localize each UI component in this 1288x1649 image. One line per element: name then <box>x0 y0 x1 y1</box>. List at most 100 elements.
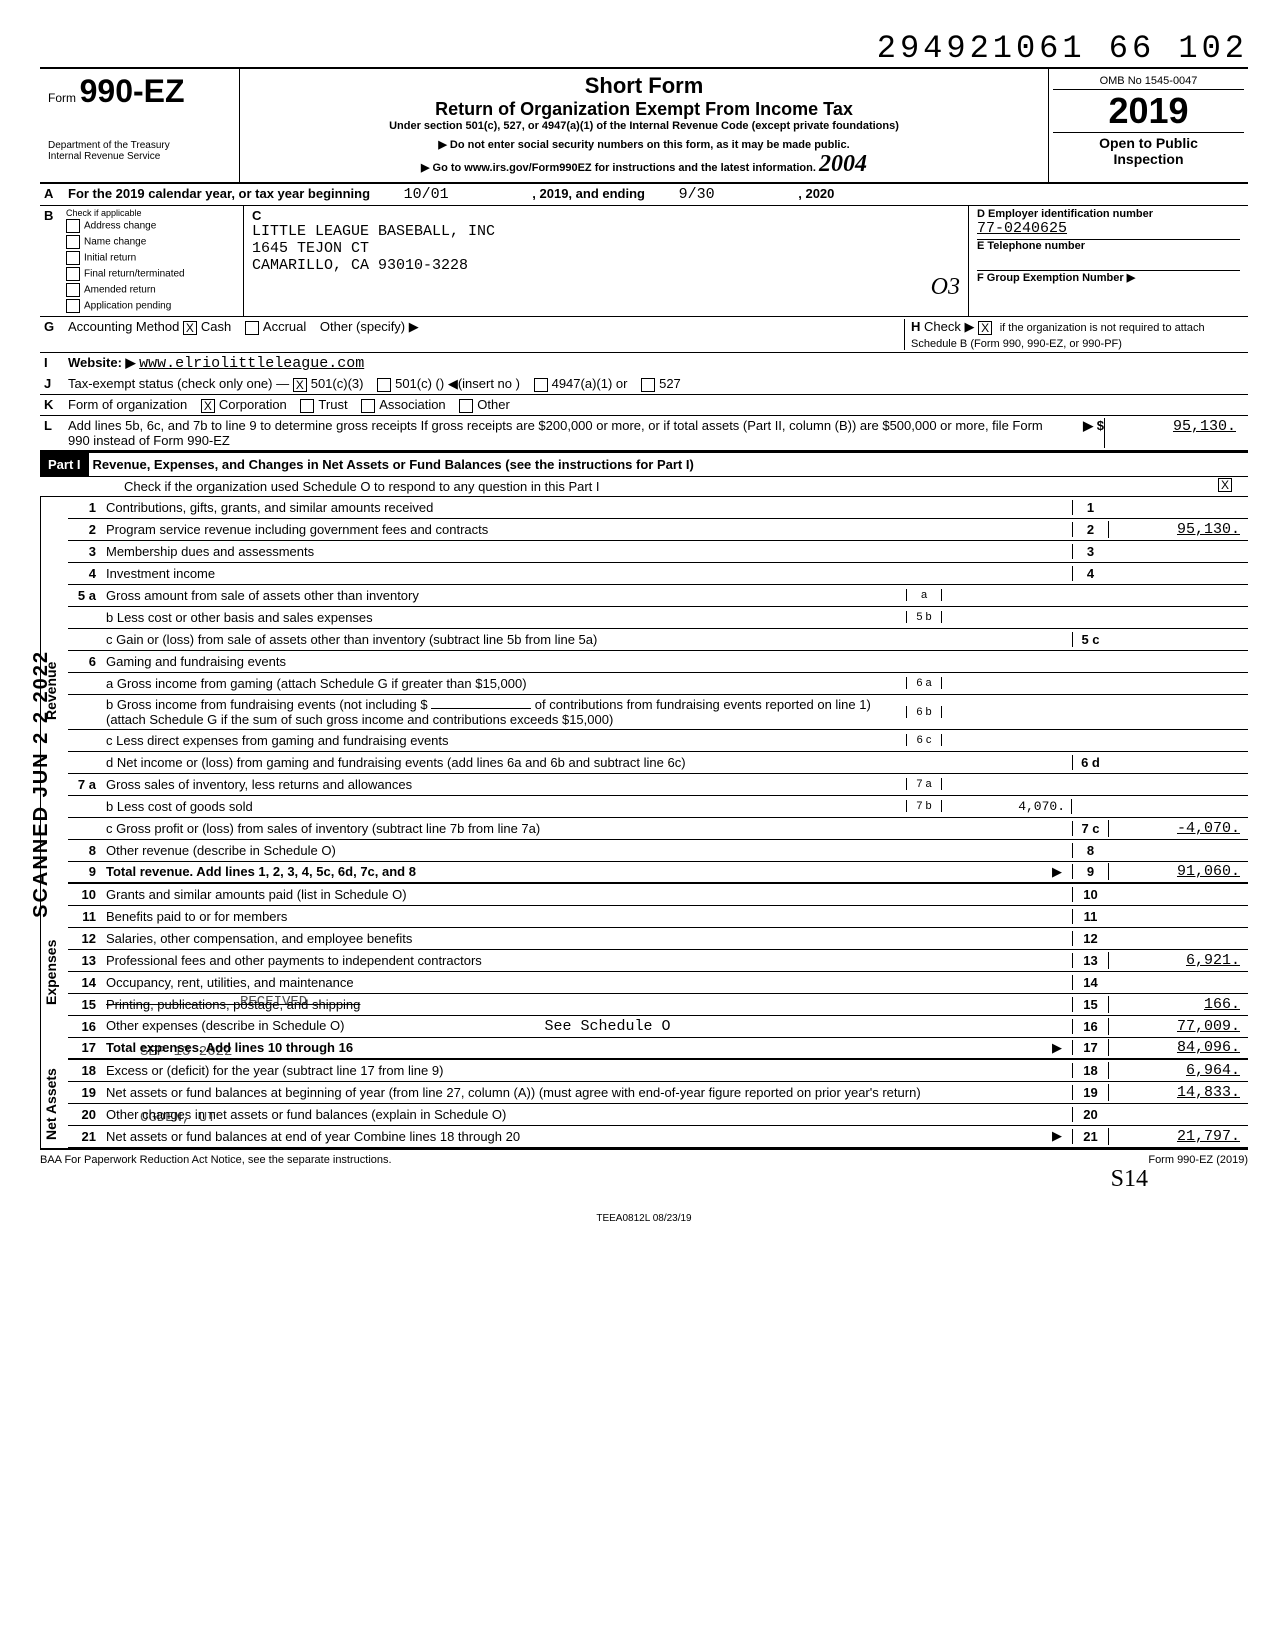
revenue-section: Revenue 1Contributions, gifts, grants, a… <box>40 497 1248 884</box>
tax-year: 2019 <box>1053 90 1244 132</box>
org-name: LITTLE LEAGUE BASEBALL, INC <box>252 223 960 240</box>
expenses-vert-label: Expenses <box>40 884 61 1060</box>
dept-1: Department of the Treasury <box>48 140 231 151</box>
footer-right: Form 990-EZ (2019) <box>1148 1154 1248 1166</box>
bottom-code: TEEA0812L 08/23/19 <box>40 1213 1248 1224</box>
check-address[interactable] <box>66 219 80 233</box>
letter-l: L <box>40 416 64 450</box>
amt-7c: -4,070. <box>1108 820 1248 837</box>
check-4947[interactable] <box>534 378 548 392</box>
amt-15: 166. <box>1108 996 1248 1013</box>
part-1-sub: Check if the organization used Schedule … <box>40 477 1248 497</box>
inspection-1: Open to Public <box>1053 135 1244 151</box>
check-accrual[interactable] <box>245 321 259 335</box>
org-addr2: CAMARILLO, CA 93010-3228 <box>252 257 960 274</box>
check-other[interactable] <box>459 399 473 413</box>
footer-left: BAA For Paperwork Reduction Act Notice, … <box>40 1154 392 1166</box>
check-schedule-o[interactable]: X <box>1218 478 1232 492</box>
subtitle-2: ▶ Do not enter social security numbers o… <box>248 138 1040 151</box>
check-assoc[interactable] <box>361 399 375 413</box>
check-corp[interactable]: X <box>201 399 215 413</box>
dept-2: Internal Revenue Service <box>48 151 231 162</box>
check-cash[interactable]: X <box>183 321 197 335</box>
form-header: Form 990-EZ Department of the Treasury I… <box>40 67 1248 184</box>
line-h: H Check ▶ X if the organization is not r… <box>904 319 1244 350</box>
f-label: F Group Exemption Number ▶ <box>977 270 1240 284</box>
website: www.elriolittleleague.com <box>139 355 364 372</box>
letter-c: C <box>252 208 960 223</box>
line-j: J Tax-exempt status (check only one) — X… <box>40 374 1248 395</box>
amt-16: 77,009. <box>1108 1018 1248 1035</box>
amt-7b: 4,070. <box>942 799 1072 814</box>
amt-18: 6,964. <box>1108 1062 1248 1079</box>
check-h[interactable]: X <box>978 321 992 335</box>
amt-2: 95,130. <box>1108 521 1248 538</box>
check-trust[interactable] <box>300 399 314 413</box>
check-pending[interactable] <box>66 299 80 313</box>
form-prefix: Form <box>48 91 76 105</box>
check-final[interactable] <box>66 267 80 281</box>
letter-g: G <box>40 317 64 352</box>
hand-bottom: S14 <box>40 1166 1248 1193</box>
check-list: Address change Name change Initial retur… <box>66 218 241 314</box>
header-right: OMB No 1545-0047 2019 Open to Public Ins… <box>1048 69 1248 182</box>
gross-receipts: 95,130. <box>1104 418 1244 448</box>
amt-17: 84,096. <box>1108 1039 1248 1056</box>
letter-j: J <box>40 374 64 394</box>
inspection-2: Inspection <box>1053 151 1244 167</box>
revenue-label: Revenue <box>40 497 61 884</box>
section-bcdef: B Check if applicable Address change Nam… <box>40 206 1248 317</box>
letter-b: B <box>40 206 64 316</box>
check-501c3[interactable]: X <box>293 378 307 392</box>
footer: BAA For Paperwork Reduction Act Notice, … <box>40 1148 1248 1166</box>
header-center: Short Form Return of Organization Exempt… <box>240 69 1048 182</box>
hand-year: 2004 <box>819 151 867 177</box>
line-k: K Form of organization XCorporation Trus… <box>40 395 1248 416</box>
check-initial[interactable] <box>66 251 80 265</box>
d-label: D Employer identification number <box>977 208 1240 220</box>
ein: 77-0240625 <box>977 220 1240 237</box>
subtitle-1: Under section 501(c), 527, or 4947(a)(1)… <box>248 120 1040 132</box>
check-name[interactable] <box>66 235 80 249</box>
header-left: Form 990-EZ Department of the Treasury I… <box>40 69 240 182</box>
check-501c[interactable] <box>377 378 391 392</box>
expenses-section: RECEIVED SEP 13 2022 Expenses 10Grants a… <box>40 884 1248 1060</box>
sep-stamp: SEP 13 2022 <box>140 1044 232 1060</box>
hand-o3: O3 <box>931 274 960 300</box>
omb-number: OMB No 1545-0047 <box>1053 73 1244 90</box>
amt-21: 21,797. <box>1108 1128 1248 1145</box>
b-center: C LITTLE LEAGUE BASEBALL, INC 1645 TEJON… <box>244 206 968 316</box>
form-page: SCANNED JUN 2 2 2022 294921061 66 102 Fo… <box>40 30 1248 1224</box>
net-assets-section: OGDEN, UT Net Assets 18Excess or (defici… <box>40 1060 1248 1148</box>
title-short-form: Short Form <box>248 73 1040 99</box>
title-return: Return of Organization Exempt From Incom… <box>248 99 1040 120</box>
amt-19: 14,833. <box>1108 1084 1248 1101</box>
received-stamp: RECEIVED <box>240 994 307 1010</box>
form-number: 990-EZ <box>80 73 185 109</box>
org-addr1: 1645 TEJON CT <box>252 240 960 257</box>
letter-i: I <box>40 353 64 374</box>
amt-9: 91,060. <box>1108 863 1248 880</box>
begin-date: 10/01 <box>404 186 449 203</box>
check-527[interactable] <box>641 378 655 392</box>
letter-k: K <box>40 395 64 415</box>
subtitle-3: ▶ Go to www.irs.gov/Form990EZ for instru… <box>248 151 1040 178</box>
part-1-title: Revenue, Expenses, and Changes in Net As… <box>89 453 698 476</box>
line-a: A For the 2019 calendar year, or tax yea… <box>40 184 1248 206</box>
line-i: I Website: ▶ www.elriolittleleague.com <box>40 353 1248 374</box>
end-date: 9/30 <box>679 186 715 203</box>
serial-number: 294921061 66 102 <box>40 30 1248 67</box>
see-schedule-o: See Schedule O <box>544 1018 670 1035</box>
line-a-content: For the 2019 calendar year, or tax year … <box>64 184 1248 205</box>
net-assets-vert-label: Net Assets <box>40 1060 61 1148</box>
check-amended[interactable] <box>66 283 80 297</box>
line-l: L Add lines 5b, 6c, and 7b to line 9 to … <box>40 416 1248 451</box>
ogden-stamp: OGDEN, UT <box>140 1110 216 1126</box>
b-left: Check if applicable Address change Name … <box>64 206 244 316</box>
e-label: E Telephone number <box>977 239 1240 252</box>
line-g-h: G Accounting Method XCash Accrual Other … <box>40 317 1248 353</box>
letter-a: A <box>40 184 64 205</box>
amt-13: 6,921. <box>1108 952 1248 969</box>
part-1-header: Part I Revenue, Expenses, and Changes in… <box>40 451 1248 477</box>
b-right: D Employer identification number 77-0240… <box>968 206 1248 316</box>
